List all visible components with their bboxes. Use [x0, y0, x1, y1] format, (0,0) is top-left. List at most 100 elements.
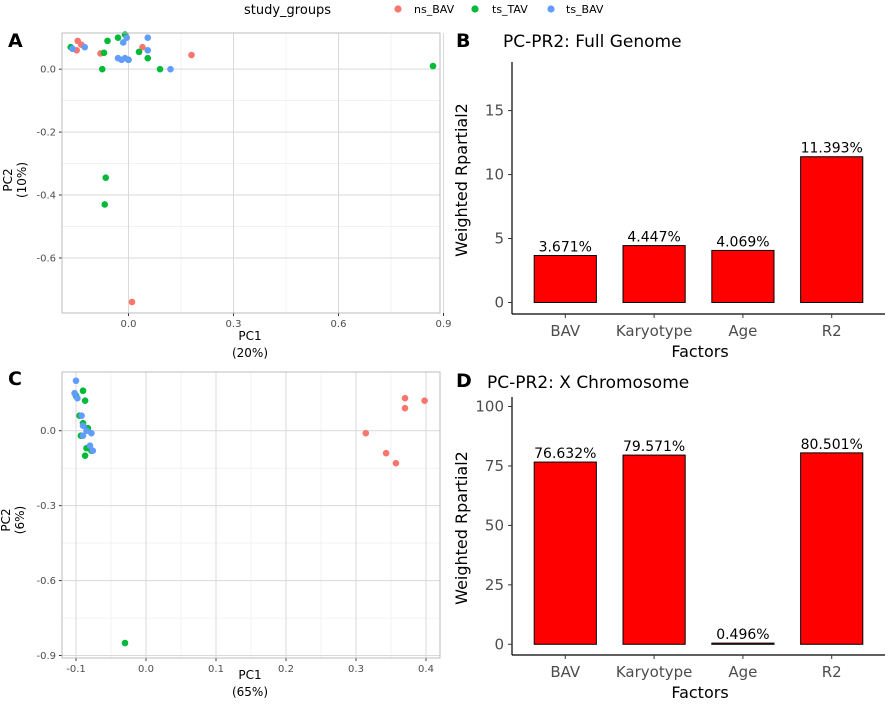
- panel-a-point-ts-bav: [119, 39, 127, 46]
- panel-c-ytick-label: -0.9: [36, 651, 56, 662]
- panel-b-ytick-label: 10: [485, 166, 504, 184]
- panel-b-xlabel: Factors: [671, 342, 728, 361]
- panel-c-point-ts-bav: [79, 432, 87, 439]
- panel-a-point-ts-tav: [100, 49, 108, 57]
- panel-b-bar: 0 5 10 15 3.671% BAV 4.447% Karyotype 4.069% Age 1…: [452, 32, 885, 361]
- panel-c-ytick-label: -0.3: [36, 501, 56, 512]
- panel-a-xtick-label: 0.0: [121, 319, 137, 330]
- panel-c-frame: [61, 371, 441, 659]
- panel-b-data-label-karyotype: 4.447%: [627, 230, 680, 246]
- panel-a-ylabel: PC2: [1, 168, 15, 191]
- panel-b-xtick-label-karyotype: Karyotype: [616, 322, 693, 340]
- panel-b-bar-age: [711, 249, 775, 303]
- panel-c-ylabel: PC2: [0, 508, 13, 531]
- panel-d-title: PC-PR2: X Chromosome: [487, 373, 689, 393]
- panel-c-point-ns-bav: [392, 459, 400, 467]
- panel-a-xlabel-pct: (20%): [232, 346, 268, 360]
- legend-label-ts-bav: ts_BAV: [566, 3, 604, 16]
- panel-c-xtick-label: 0.4: [418, 664, 434, 675]
- panel-a-plot-area: [62, 33, 440, 313]
- panel-a-ytick-label: -0.6: [36, 253, 56, 264]
- panel-b-xtick-label-age: Age: [728, 322, 757, 340]
- panel-c-point-ts-bav: [83, 427, 90, 434]
- panel-c-point-ts-tav: [81, 397, 89, 405]
- panel-d-ytick-label: 25: [485, 576, 504, 594]
- panel-a-xtick-label: 0.9: [436, 319, 452, 330]
- panel-a-xtick-label: 0.3: [226, 319, 242, 330]
- panel-d-ytick-label: 0: [494, 635, 504, 653]
- panel-c-xtick-label: 0.0: [138, 664, 154, 675]
- panel-d-xtick-label-age: Age: [728, 663, 757, 681]
- panel-a-ytick-label: 0.0: [40, 65, 56, 76]
- legend-key-ts-tav: [471, 5, 479, 13]
- panel-b-ytick-label: 15: [485, 102, 504, 120]
- panel-a-point-ts-bav: [81, 43, 89, 51]
- panel-c-xtick-label: 0.1: [208, 664, 224, 675]
- panel-b-xtick-label-r2: R2: [822, 322, 842, 340]
- panel-d-bar-age: [711, 642, 775, 645]
- panel-a-point-ts-bav: [167, 65, 174, 73]
- panel-c-point-ts-tav: [81, 452, 89, 459]
- panel-a-point-ts-tav: [144, 54, 152, 62]
- panel-b-bar-r2: [800, 156, 864, 303]
- panel-c-xlabel: PC1: [238, 668, 261, 682]
- panel-c-point-ns-bav: [401, 404, 409, 412]
- panel-b-bar-karyotype: [622, 245, 686, 303]
- panel-d-xtick-label-karyotype: Karyotype: [616, 663, 693, 681]
- legend-label-ns-bav: ns_BAV: [414, 3, 455, 16]
- panel-d-data-label-bav: 76.632%: [534, 446, 596, 462]
- panel-c-scatter: -0.1 0.0 0.1 0.2 0.3 0.4 0.0 -0.3 -0.6 -0.9 PC1 (…: [0, 371, 441, 699]
- panel-a-xlabel: PC1: [238, 329, 261, 343]
- panel-d-ylabel: Weighted Rpartial2: [452, 451, 471, 605]
- panel-c-xtick-label: -0.1: [66, 664, 86, 675]
- legend-label-ts-tav: ts_TAV: [492, 3, 528, 16]
- legend-title: study_groups: [244, 3, 331, 18]
- panel-d-bar: 0 25 50 75 100 76.632% BAV 79.571% Karyotype 0.49…: [452, 373, 885, 702]
- panel-c-point-ns-bav: [401, 394, 409, 402]
- panel-c-point-ts-bav: [89, 447, 97, 454]
- panel-c-point-ts-bav: [72, 377, 80, 385]
- panel-b-ytick-label: 5: [494, 230, 504, 248]
- panel-b-bar-bav: [533, 255, 597, 303]
- panel-d-xlabel: Factors: [671, 683, 728, 702]
- panel-b-data-label-age: 4.069%: [716, 234, 769, 250]
- panel-b-ytick-label: 0: [494, 293, 504, 311]
- panel-c-point-ts-bav: [74, 394, 81, 402]
- panel-a-scatter: 0.0 0.3 0.6 0.9 0.0 -0.2 -0.4 -0.6 PC1 (20%) PC…: [1, 31, 451, 360]
- panel-a-point-ts-tav: [135, 48, 143, 56]
- panel-c-point-ns-bav: [421, 397, 428, 405]
- panel-letter-b: B: [456, 30, 470, 52]
- panel-c-point-ts-tav: [121, 639, 129, 647]
- panel-c-point-ns-bav: [382, 449, 390, 457]
- panel-d-bar-r2: [800, 452, 864, 645]
- panel-a-point-ts-bav: [125, 56, 132, 64]
- panel-c-ylabel-pct: (6%): [13, 506, 27, 534]
- panel-a-point-ns-bav: [128, 298, 136, 306]
- legend-key-ts-bav: [547, 5, 555, 13]
- panel-d-data-label-age: 0.496%: [716, 627, 769, 643]
- panel-a-point-ns-bav: [139, 43, 146, 51]
- panel-b-data-label-r2: 11.393%: [801, 141, 863, 157]
- panel-c-point-ts-bav: [71, 389, 78, 397]
- panel-d-bar-karyotype: [622, 454, 686, 645]
- panel-a-point-ts-tav: [102, 174, 110, 182]
- panel-c-point-ns-bav: [362, 429, 370, 437]
- panel-c-xlabel-pct: (65%): [232, 685, 268, 699]
- panel-c-point-ts-bav: [86, 442, 94, 449]
- panel-d-xtick-label-r2: R2: [822, 663, 842, 681]
- panel-a-ytick-label: -0.2: [36, 128, 56, 139]
- panel-d-ytick-label: 100: [475, 398, 504, 416]
- legend: study_groups ns_BAV ts_TAV ts_BAV: [244, 3, 604, 18]
- panel-d-ytick-label: 75: [485, 457, 504, 475]
- panel-d-data-label-r2: 80.501%: [801, 437, 863, 453]
- panel-a-point-ts-bav: [144, 34, 152, 42]
- panel-a-point-ns-bav: [188, 51, 195, 59]
- panel-a-point-ts-tav: [101, 201, 108, 208]
- panel-a-point-ts-bav: [123, 34, 131, 42]
- panel-b-data-label-bav: 3.671%: [539, 240, 592, 256]
- panel-a-point-ts-tav: [104, 37, 111, 45]
- panel-a-ytick-label: -0.4: [36, 191, 56, 202]
- panel-a-point-ts-tav: [156, 65, 164, 73]
- panel-a-point-ts-tav: [98, 65, 106, 73]
